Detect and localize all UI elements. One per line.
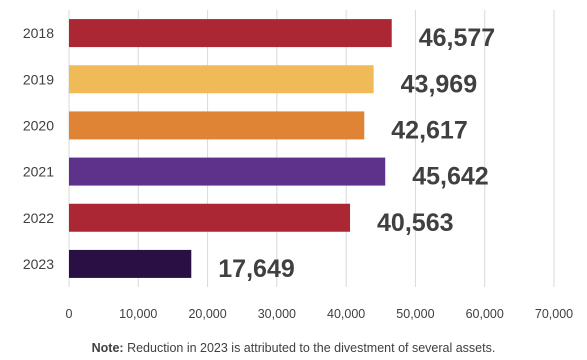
value-label: 45,642 xyxy=(412,163,488,191)
value-label: 43,969 xyxy=(401,70,477,98)
x-tick-label: 10,000 xyxy=(119,307,157,321)
chart-note: Note: Reduction in 2023 is attributed to… xyxy=(0,341,587,355)
bar-2021 xyxy=(69,157,386,186)
bars xyxy=(69,19,392,278)
x-axis-labels: 0 10,000 20,000 30,000 40,000 50,000 60,000 70,… xyxy=(66,307,574,321)
bar-2023 xyxy=(69,249,192,278)
bar-2020 xyxy=(69,111,365,140)
note-text: Reduction in 2023 is attributed to the d… xyxy=(123,341,496,355)
category-label: 2022 xyxy=(23,210,54,226)
category-label: 2018 xyxy=(23,25,54,41)
category-label: 2023 xyxy=(23,256,54,272)
x-tick-label: 60,000 xyxy=(466,307,504,321)
category-label: 2021 xyxy=(23,164,54,180)
note-label: Note: xyxy=(91,341,124,355)
bar-2018 xyxy=(69,19,392,48)
value-labels: 46,577 43,969 42,617 45,642 40,563 17,649 xyxy=(218,24,495,283)
value-label: 46,577 xyxy=(419,24,495,52)
x-tick-label: 20,000 xyxy=(188,307,226,321)
x-tick-label: 70,000 xyxy=(535,307,573,321)
value-label: 40,563 xyxy=(377,209,453,237)
bar-2022 xyxy=(69,203,351,232)
category-label: 2019 xyxy=(23,71,54,87)
x-tick-label: 40,000 xyxy=(327,307,365,321)
y-axis-labels: 2018 2019 2020 2021 2022 2023 xyxy=(23,25,54,272)
x-tick-label: 50,000 xyxy=(396,307,434,321)
value-label: 42,617 xyxy=(391,116,467,144)
value-label: 17,649 xyxy=(218,255,294,283)
x-tick-label: 30,000 xyxy=(258,307,296,321)
gridlines xyxy=(68,10,555,287)
bar-2019 xyxy=(69,65,374,94)
x-tick-label: 0 xyxy=(66,307,73,321)
category-label: 2020 xyxy=(23,117,54,133)
